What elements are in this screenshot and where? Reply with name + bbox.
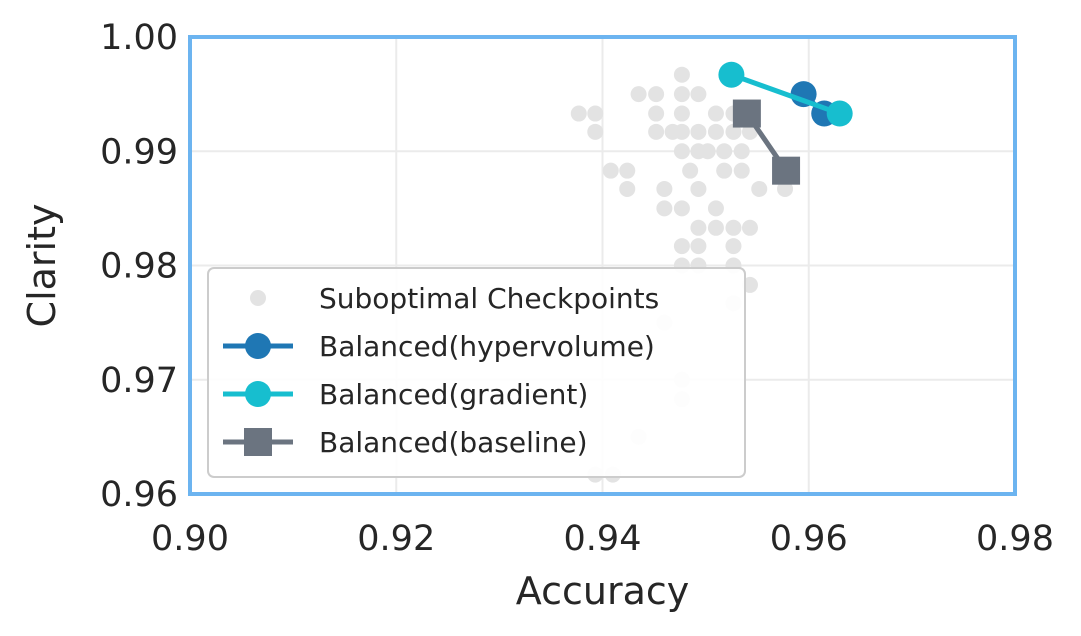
suboptimal-point	[707, 123, 724, 140]
suboptimal-point	[751, 180, 768, 197]
suboptimal-point	[725, 219, 742, 236]
legend-label: Balanced(baseline)	[319, 426, 588, 459]
suboptimal-point	[619, 180, 636, 197]
suboptimal-point	[619, 162, 636, 179]
suboptimal-point	[602, 162, 619, 179]
x-tick-label: 0.94	[564, 519, 642, 559]
legend-label: Balanced(gradient)	[319, 378, 588, 411]
suboptimal-point	[741, 219, 758, 236]
suboptimal-point	[673, 143, 690, 160]
suboptimal-point	[656, 200, 673, 217]
suboptimal-point	[682, 162, 699, 179]
x-tick-label: 0.98	[976, 519, 1054, 559]
suboptimal-point	[673, 66, 690, 83]
suboptimal-point	[707, 105, 724, 122]
suboptimal-point	[716, 162, 733, 179]
legend: Suboptimal Checkpoints Balanced(hypervolu…	[207, 267, 746, 478]
suboptimal-point	[673, 200, 690, 217]
suboptimal-point	[733, 143, 750, 160]
suboptimal-point	[707, 219, 724, 236]
suboptimal-point	[648, 86, 665, 103]
suboptimal-point	[699, 143, 716, 160]
gradient-line	[728, 72, 843, 117]
suboptimal-point	[570, 105, 587, 122]
suboptimal-point	[630, 86, 647, 103]
baseline-point	[772, 156, 801, 185]
y-tick-label: 1.00	[100, 18, 178, 58]
suboptimal-point	[673, 238, 690, 255]
suboptimal-point	[690, 123, 707, 140]
x-tick-label: 0.92	[357, 519, 435, 559]
legend-label: Balanced(hypervolume)	[319, 330, 655, 363]
suboptimal-point	[690, 180, 707, 197]
suboptimal-point	[733, 162, 750, 179]
y-tick-label: 0.98	[100, 247, 178, 287]
x-tick-label: 0.96	[770, 519, 848, 559]
data-layer	[570, 61, 853, 483]
suboptimal-point	[587, 123, 604, 140]
y-axis-label: Clarity	[20, 204, 64, 328]
x-axis-label: Accuracy	[516, 569, 690, 613]
suboptimal-point	[673, 86, 690, 103]
suboptimal-point	[673, 105, 690, 122]
suboptimal-point	[673, 123, 690, 140]
suboptimal-point	[725, 238, 742, 255]
suboptimal-point	[716, 143, 733, 160]
suboptimal-point	[656, 180, 673, 197]
suboptimal-point	[725, 123, 742, 140]
x-tick-label: 0.90	[151, 519, 229, 559]
suboptimal-point	[648, 105, 665, 122]
legend-label: Suboptimal Checkpoints	[319, 282, 659, 315]
y-tick-label: 0.96	[100, 475, 178, 515]
y-tick-label: 0.97	[100, 361, 178, 401]
legend-marker-gradient	[245, 381, 271, 407]
gradient-point	[718, 61, 745, 88]
suboptimal-point	[690, 219, 707, 236]
plot-frame	[188, 35, 1017, 496]
suboptimal-point	[648, 123, 665, 140]
legend-marker-suboptimal	[250, 290, 266, 306]
legend-box	[207, 267, 746, 478]
suboptimal-point	[587, 105, 604, 122]
tick-layer: 0.90 0.92 0.94 0.96 0.98 0.96 0.97 0.98 0.99 1.00	[100, 18, 1054, 559]
legend-marker-hypervolume	[245, 333, 271, 359]
y-tick-label: 0.99	[100, 132, 178, 172]
suboptimal-point	[690, 238, 707, 255]
gradient-point	[826, 100, 853, 127]
suboptimal-point	[707, 200, 724, 217]
baseline-point	[732, 99, 761, 128]
suboptimal-point	[690, 86, 707, 103]
legend-marker-baseline	[244, 428, 272, 456]
suboptimal-point	[777, 180, 794, 197]
